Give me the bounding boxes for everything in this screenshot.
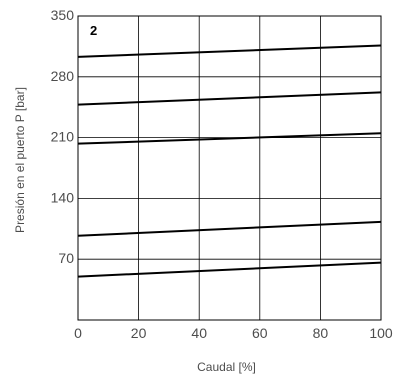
y-tick-label: 350 [51, 7, 75, 23]
series-line-2 [77, 91, 382, 106]
x-tick-label: 40 [191, 325, 207, 341]
y-tick-label: 210 [51, 129, 75, 145]
x-tick-label: 20 [131, 325, 147, 341]
series-line-1 [77, 44, 382, 58]
series-line-3 [77, 132, 382, 145]
y-tick-label: 140 [51, 189, 75, 205]
y-axis-label: Presión en el puerto P [bar] [13, 87, 27, 233]
x-tick-label: 60 [252, 325, 268, 341]
x-tick-label: 80 [313, 325, 329, 341]
y-tick-label: 280 [51, 68, 75, 84]
x-tick-labels: 0 20 40 60 80 100 [74, 325, 393, 341]
series-line-4 [77, 220, 382, 237]
x-axis-label: Caudal [%] [197, 360, 256, 374]
y-tick-labels: 70 140 210 280 350 [51, 7, 75, 266]
plot-frame [77, 15, 382, 321]
panel-label: 2 [90, 23, 97, 38]
y-tick-label: 70 [58, 250, 74, 266]
x-tick-label: 0 [74, 325, 82, 341]
series-line-5 [77, 261, 382, 278]
x-tick-label: 100 [369, 325, 393, 341]
chart-series-group [77, 44, 382, 278]
chart-grid [78, 16, 381, 320]
